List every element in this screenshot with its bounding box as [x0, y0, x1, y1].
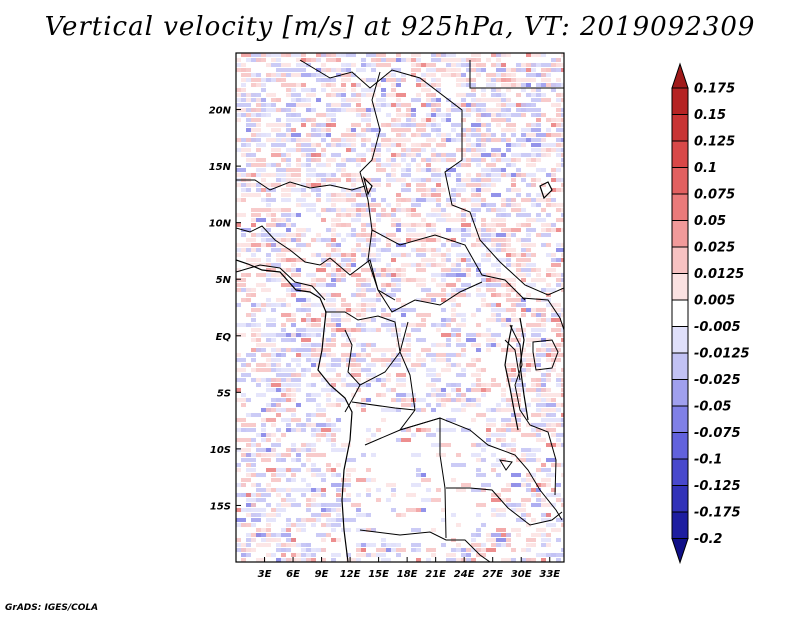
- colorbar-label: -0.005: [694, 320, 741, 335]
- lat-tick-label: EQ: [216, 332, 232, 343]
- lon-tick-label: 30E: [511, 569, 532, 580]
- colorbar-label: -0.075: [694, 426, 741, 441]
- lat-tick-label: 10S: [210, 445, 231, 456]
- colorbar-box: [671, 511, 689, 539]
- colorbar-label: 0.15: [694, 108, 726, 123]
- colorbar-box: [671, 352, 689, 380]
- lat-tick-label: 5S: [217, 388, 231, 399]
- colorbar-top-arrow: [671, 62, 689, 89]
- colorbar-label: 0.025: [694, 241, 735, 256]
- colorbar-box: [671, 273, 689, 301]
- colorbar-label: -0.175: [694, 506, 741, 521]
- colorbar-box: [671, 432, 689, 460]
- colorbar-box: [671, 485, 689, 513]
- coastline: [236, 176, 553, 562]
- colorbar-label: 0.1: [694, 161, 717, 176]
- lat-tick-label: 15N: [209, 162, 232, 173]
- colorbar-label: -0.1: [694, 453, 722, 468]
- colorbar-label: 0.175: [694, 82, 735, 97]
- lat-tick-label: 15S: [210, 501, 231, 512]
- lon-tick-label: 6E: [286, 569, 300, 580]
- colorbar-box: [671, 299, 689, 327]
- colorbar-box: [671, 246, 689, 274]
- lon-tick-label: 27E: [482, 569, 503, 580]
- lon-tick-label: 9E: [315, 569, 329, 580]
- grads-credit: GrADS: IGES/COLA: [5, 603, 99, 613]
- colorbar-box: [671, 87, 689, 115]
- vertical-velocity-field: [236, 53, 564, 562]
- lon-tick-label: 24E: [454, 569, 475, 580]
- colorbar-box: [671, 140, 689, 168]
- lat-tick-label: 10N: [209, 219, 232, 230]
- axis-ticks: 20N 15N 10N 5N EQ 5S 10S 15S 3E 6E 9E 12E 15E 18E 21E 2…: [209, 106, 561, 580]
- lon-tick-label: 15E: [368, 569, 389, 580]
- colorbar-box: [671, 326, 689, 354]
- colorbar-label: 0.005: [694, 294, 735, 309]
- colorbar-box: [671, 193, 689, 221]
- colorbar-label: 0.125: [694, 135, 735, 150]
- colorbar-label: -0.0125: [694, 347, 750, 362]
- lon-tick-label: 3E: [258, 569, 272, 580]
- lat-tick-label: 5N: [216, 275, 232, 286]
- lat-tick-label: 20N: [209, 106, 232, 117]
- country-borders: [236, 53, 564, 562]
- lon-tick-label: 33E: [539, 569, 560, 580]
- colorbar-label: 0.05: [694, 214, 726, 229]
- colorbar-bottom-arrow: [671, 538, 689, 565]
- lon-tick-label: 12E: [340, 569, 361, 580]
- colorbar-box: [671, 379, 689, 407]
- colorbar-label: -0.025: [694, 373, 741, 388]
- colorbar-box: [671, 405, 689, 433]
- colorbar: 0.175 0.15 0.125 0.1 0.075 0.05 0.025 0.0125 0.0…: [671, 62, 750, 565]
- map-frame: [235, 52, 565, 563]
- lon-tick-label: 21E: [425, 569, 446, 580]
- colorbar-box: [671, 458, 689, 486]
- colorbar-box: [671, 220, 689, 248]
- colorbar-label: 0.0125: [694, 267, 744, 282]
- colorbar-box: [671, 114, 689, 142]
- colorbar-box: [671, 167, 689, 195]
- colorbar-label: -0.125: [694, 479, 741, 494]
- colorbar-label: -0.2: [694, 532, 722, 547]
- colorbar-label: -0.05: [694, 400, 731, 415]
- lon-tick-label: 18E: [397, 569, 418, 580]
- chart-title: Vertical velocity [m/s] at 925hPa, VT: 2…: [44, 12, 756, 42]
- colorbar-label: 0.075: [694, 188, 735, 203]
